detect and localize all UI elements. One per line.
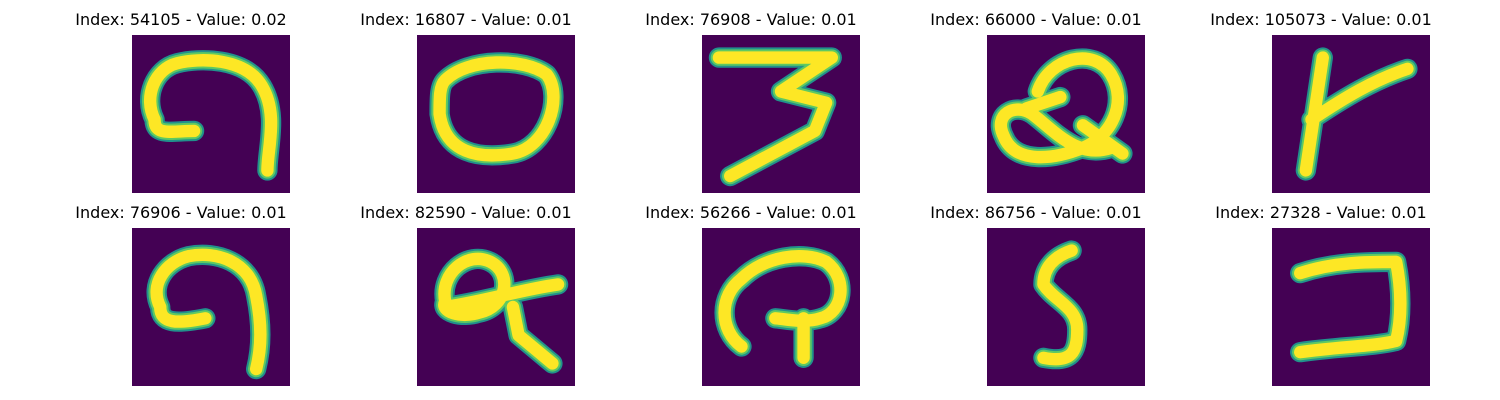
- panel-6: Index: 76906 - Value: 0.01: [31, 193, 331, 386]
- zigzag-three-icon: [702, 35, 860, 193]
- k-shape-icon: [1272, 35, 1430, 193]
- panel-title: Index: 86756 - Value: 0.01: [930, 203, 1142, 222]
- stroke-layer-3: [718, 250, 847, 364]
- panel-9: Index: 86756 - Value: 0.01: [886, 193, 1186, 386]
- stroke-layer-3: [438, 252, 565, 370]
- panel-2: Index: 16807 - Value: 0.01: [316, 0, 616, 193]
- panel-4: Index: 66000 - Value: 0.01: [886, 0, 1186, 193]
- panel-title: Index: 54105 - Value: 0.02: [75, 10, 287, 29]
- panel-title: Index: 82590 - Value: 0.01: [360, 203, 572, 222]
- panel-title: Index: 105073 - Value: 0.01: [1210, 10, 1432, 29]
- panel-1: Index: 54105 - Value: 0.02: [31, 0, 331, 193]
- stroke-layer-3: [994, 52, 1129, 164]
- panel-title: Index: 66000 - Value: 0.01: [930, 10, 1142, 29]
- stroke-layer-3: [433, 56, 560, 162]
- digit-image: [417, 228, 575, 386]
- reverse-c-icon: [1272, 228, 1430, 386]
- loop-knot-icon: [987, 35, 1145, 193]
- seven-hook-icon: [132, 35, 290, 193]
- panel-10: Index: 27328 - Value: 0.01: [1171, 193, 1471, 386]
- image-background: [1272, 35, 1430, 193]
- panel-title: Index: 76906 - Value: 0.01: [75, 203, 287, 222]
- stroke-layer-3: [1037, 244, 1084, 366]
- digit-image: [987, 228, 1145, 386]
- digit-image: [132, 228, 290, 386]
- loop-tail-icon: [417, 228, 575, 386]
- five-shape-icon: [987, 228, 1145, 386]
- zero-loop-icon: [417, 35, 575, 193]
- digit-image: [702, 35, 860, 193]
- panel-5: Index: 105073 - Value: 0.01: [1171, 0, 1471, 193]
- stroke-layer-3: [144, 54, 278, 177]
- panel-title: Index: 76908 - Value: 0.01: [645, 10, 857, 29]
- stroke-layer-3: [150, 248, 267, 376]
- panel-title: Index: 16807 - Value: 0.01: [360, 10, 572, 29]
- digit-image: [1272, 228, 1430, 386]
- panel-3: Index: 76908 - Value: 0.01: [601, 0, 901, 193]
- panel-7: Index: 82590 - Value: 0.01: [316, 193, 616, 386]
- seven-hook-icon: [132, 228, 290, 386]
- digit-image: [1272, 35, 1430, 193]
- stroke-layer-3: [1294, 255, 1407, 359]
- panel-title: Index: 27328 - Value: 0.01: [1215, 203, 1427, 222]
- panel-8: Index: 56266 - Value: 0.01: [601, 193, 901, 386]
- digit-image: [132, 35, 290, 193]
- arch-stem-icon: [702, 228, 860, 386]
- panel-title: Index: 56266 - Value: 0.01: [645, 203, 857, 222]
- digit-image: [702, 228, 860, 386]
- digit-image: [417, 35, 575, 193]
- stroke-layer-3: [712, 51, 838, 183]
- stroke-layer-3: [1299, 51, 1414, 177]
- digit-image: [987, 35, 1145, 193]
